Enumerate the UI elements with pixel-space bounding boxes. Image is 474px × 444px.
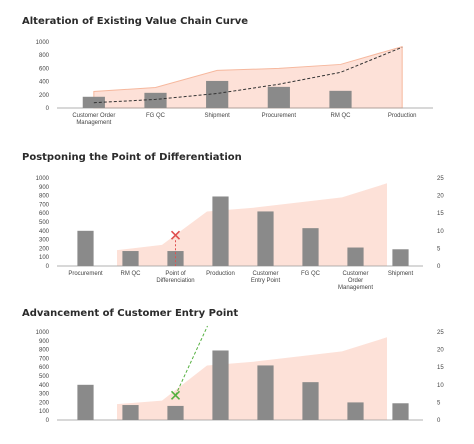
- y-tick-label: 500: [39, 220, 50, 226]
- chart-3-title: Advancement of Customer Entry Point: [22, 308, 239, 319]
- bar: [347, 402, 364, 420]
- y-tick-label: 300: [39, 238, 50, 244]
- y-tick-label: 0: [46, 106, 50, 112]
- value-area: [117, 183, 387, 266]
- y-tick-label: 900: [39, 185, 50, 191]
- y-tick-label: 1000: [36, 176, 50, 182]
- y2-tick-label: 0: [437, 264, 441, 270]
- bar: [77, 230, 94, 266]
- y2-tick-label: 0: [437, 418, 441, 424]
- category-label: RM QC: [121, 271, 142, 277]
- y-tick-label: 200: [39, 246, 50, 252]
- bar: [167, 251, 184, 266]
- bar: [206, 80, 229, 108]
- y-tick-label: 600: [39, 66, 50, 72]
- category-label: Customer Order Management: [338, 271, 373, 291]
- bar: [392, 249, 409, 266]
- bar: [167, 405, 184, 420]
- value-area: [117, 337, 387, 420]
- y-tick-label: 0: [46, 264, 50, 270]
- y2-tick-label: 20: [437, 348, 444, 354]
- y2-tick-label: 15: [437, 365, 444, 371]
- y-tick-label: 800: [39, 348, 50, 354]
- bar: [257, 365, 274, 420]
- bar: [77, 384, 94, 420]
- y-tick-label: 400: [39, 383, 50, 389]
- y-tick-label: 1000: [36, 330, 50, 336]
- chart-1: 0 200 400 600 800 1000 Customer Order Managemen…: [36, 40, 433, 126]
- y-tick-label: 400: [39, 229, 50, 235]
- category-label: Point of Differenciation: [156, 271, 194, 284]
- y-tick-label: 600: [39, 365, 50, 371]
- cross-marker-icon: [170, 230, 181, 240]
- y-tick-label: 700: [39, 202, 50, 208]
- y2-tick-label: 10: [437, 383, 444, 389]
- chart-2-title: Postponing the Point of Differentiation: [22, 152, 242, 163]
- bar: [144, 92, 167, 108]
- chart-2: 0 100 200 300 400 500 600 700 800 900 1000 0 5 10 15 20…: [36, 176, 445, 291]
- y-tick-label: 200: [39, 93, 50, 99]
- y-tick-label: 400: [39, 80, 50, 86]
- bar: [302, 228, 319, 266]
- chart-3: 0 100 200 300 400 500 600 700 800 900 1000 0 5 10 15 20…: [36, 325, 444, 424]
- bar: [392, 403, 409, 420]
- bar: [329, 90, 352, 108]
- category-label: Customer Order Management: [72, 113, 115, 126]
- y-tick-label: 300: [39, 392, 50, 398]
- y2-tick-label: 15: [437, 211, 444, 217]
- marker-dash-line: [175, 325, 208, 396]
- category-label: Procurement: [68, 271, 103, 277]
- y-tick-label: 1000: [36, 40, 50, 46]
- category-label: Production: [206, 271, 235, 277]
- bar: [257, 211, 274, 266]
- chart-1-title: Alteration of Existing Value Chain Curve: [22, 16, 249, 27]
- y2-tick-label: 20: [437, 194, 444, 200]
- bar: [267, 86, 290, 108]
- category-label: Customer Entry Point: [251, 271, 281, 284]
- y2-tick-label: 10: [437, 229, 444, 235]
- y-tick-label: 600: [39, 211, 50, 217]
- bar: [347, 247, 364, 266]
- bar: [212, 196, 229, 266]
- y-tick-label: 500: [39, 374, 50, 380]
- value-area: [93, 45, 403, 109]
- y-tick-label: 900: [39, 339, 50, 345]
- category-label: Shipment: [388, 271, 414, 277]
- category-label: Shipment: [204, 113, 230, 119]
- y-tick-label: 200: [39, 400, 50, 406]
- y2-tick-label: 25: [437, 330, 444, 336]
- y-tick-label: 700: [39, 356, 50, 362]
- y2-tick-label: 25: [437, 176, 444, 182]
- bar: [212, 350, 229, 420]
- y-tick-label: 100: [39, 255, 50, 261]
- category-label: Production: [388, 113, 417, 119]
- y-tick-label: 100: [39, 409, 50, 415]
- y-tick-label: 800: [39, 194, 50, 200]
- trend-line: [93, 46, 403, 104]
- cross-marker-icon: [170, 390, 181, 400]
- category-label: Procurement: [262, 113, 297, 119]
- bar: [302, 382, 319, 420]
- y2-tick-label: 5: [437, 246, 441, 252]
- category-label: RM QC: [331, 113, 352, 119]
- y2-tick-label: 5: [437, 400, 441, 406]
- bar: [122, 251, 139, 266]
- y-tick-label: 0: [46, 418, 50, 424]
- y-tick-label: 800: [39, 53, 50, 59]
- bar: [122, 405, 139, 420]
- category-label: FG QC: [301, 271, 321, 277]
- category-label: FG QC: [146, 113, 166, 119]
